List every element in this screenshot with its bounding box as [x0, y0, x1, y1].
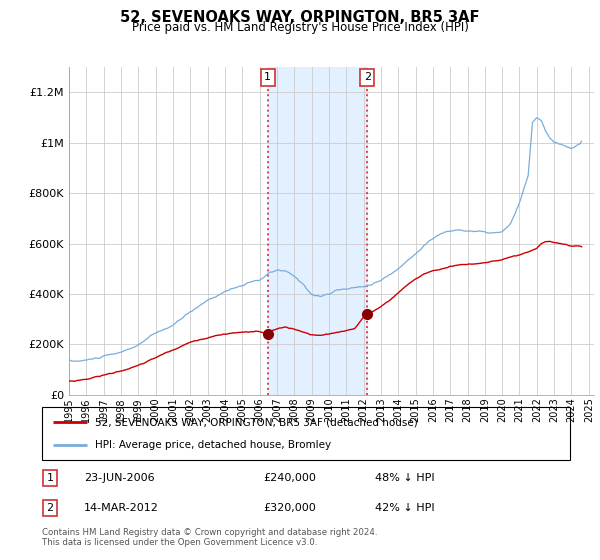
Text: 52, SEVENOAKS WAY, ORPINGTON, BR5 3AF: 52, SEVENOAKS WAY, ORPINGTON, BR5 3AF	[120, 10, 480, 25]
Text: Price paid vs. HM Land Registry's House Price Index (HPI): Price paid vs. HM Land Registry's House …	[131, 21, 469, 34]
Text: Contains HM Land Registry data © Crown copyright and database right 2024.
This d: Contains HM Land Registry data © Crown c…	[42, 528, 377, 547]
Text: 2: 2	[364, 72, 371, 82]
Text: HPI: Average price, detached house, Bromley: HPI: Average price, detached house, Brom…	[95, 440, 331, 450]
Text: 14-MAR-2012: 14-MAR-2012	[84, 503, 159, 513]
Text: 1: 1	[264, 72, 271, 82]
Bar	[268, 67, 367, 395]
Text: 2: 2	[46, 503, 53, 513]
Text: £320,000: £320,000	[264, 503, 317, 513]
Text: 48% ↓ HPI: 48% ↓ HPI	[374, 473, 434, 483]
Text: £240,000: £240,000	[264, 473, 317, 483]
Text: 52, SEVENOAKS WAY, ORPINGTON, BR5 3AF (detached house): 52, SEVENOAKS WAY, ORPINGTON, BR5 3AF (d…	[95, 417, 418, 427]
Text: 23-JUN-2006: 23-JUN-2006	[84, 473, 155, 483]
Text: 42% ↓ HPI: 42% ↓ HPI	[374, 503, 434, 513]
Text: 1: 1	[46, 473, 53, 483]
